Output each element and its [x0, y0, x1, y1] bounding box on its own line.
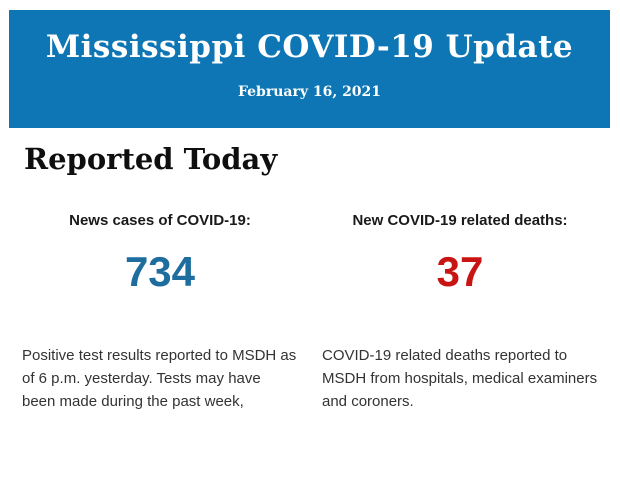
new-deaths-description: COVID-19 related deaths reported to MSDH… [322, 347, 598, 410]
new-cases-description: Positive test results reported to MSDH a… [22, 347, 297, 410]
stat-card-new-cases: News cases of COVID-19: 734 Positive tes… [22, 212, 298, 413]
main-content: Reported Today News cases of COVID-19: 7… [0, 142, 620, 413]
new-cases-label: News cases of COVID-19: [69, 212, 251, 229]
newsletter-date: February 16, 2021 [237, 84, 382, 100]
header-banner: Mississippi COVID-19 Update February 16,… [9, 10, 610, 128]
stats-row: News cases of COVID-19: 734 Positive tes… [22, 212, 598, 413]
new-deaths-value: 37 [436, 248, 484, 295]
new-deaths-label: New COVID-19 related deaths: [352, 212, 568, 229]
stat-card-new-deaths: New COVID-19 related deaths: 37 COVID-19… [322, 212, 598, 413]
new-cases-value: 734 [124, 248, 196, 295]
section-title: Reported Today [24, 142, 278, 176]
newsletter-title: Mississippi COVID-19 Update [45, 29, 574, 65]
